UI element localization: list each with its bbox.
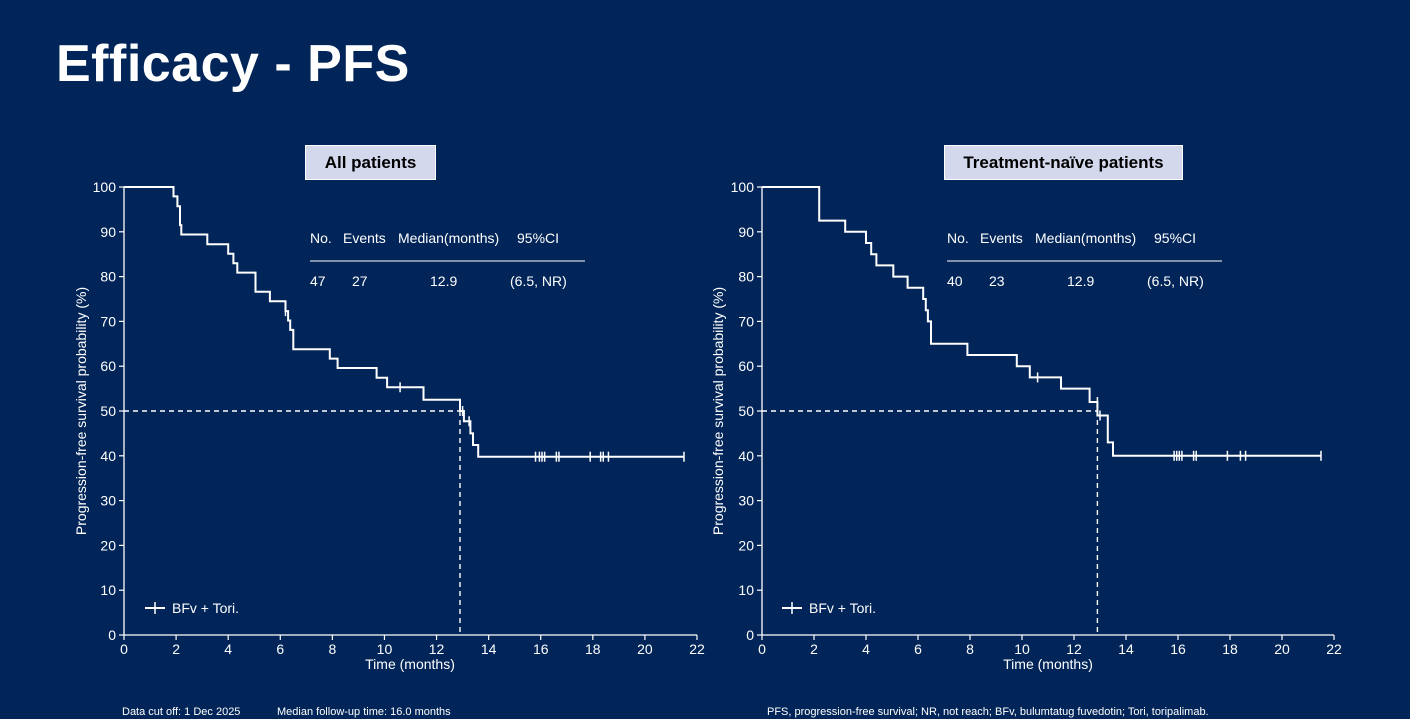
x-tick-label: 14: [1118, 641, 1134, 657]
table-value-median: 12.9: [430, 273, 457, 289]
y-tick-label: 80: [100, 269, 116, 285]
censor-marks: [284, 306, 685, 462]
panel-label-treatment-naive: Treatment-naïve patients: [944, 145, 1183, 180]
x-tick-label: 0: [758, 641, 766, 657]
y-tick-label: 0: [746, 627, 754, 643]
table-header-median: Median(months): [398, 230, 499, 246]
x-ticks: 0 2 4 6 8 10 12 14 16 18 20 22: [758, 635, 1342, 657]
x-tick-label: 10: [377, 641, 393, 657]
km-curve: [762, 186, 1321, 457]
table-header-ci: 95%CI: [1154, 230, 1196, 246]
x-tick-label: 0: [120, 641, 128, 657]
panel-label-all-patients: All patients: [305, 145, 436, 180]
table-value-median: 12.9: [1067, 273, 1094, 289]
x-axis-title: Time (months): [365, 656, 455, 672]
x-tick-label: 8: [328, 641, 336, 657]
y-axis-title: Progression-free survival probability (%…: [710, 287, 726, 535]
x-tick-label: 22: [1326, 641, 1342, 657]
x-tick-label: 18: [1222, 641, 1238, 657]
footnote-abbreviations: PFS, progression-free survival; NR, not …: [767, 706, 1209, 718]
x-tick-label: 2: [172, 641, 180, 657]
table-value-events: 23: [989, 273, 1005, 289]
table-header-ci: 95%CI: [517, 230, 559, 246]
y-axis-title: Progression-free survival probability (%…: [73, 287, 89, 535]
y-tick-label: 60: [738, 358, 754, 374]
x-tick-label: 16: [533, 641, 549, 657]
km-chart-treatment-naive: 0 10 20 30 40 50 60 70 80 90 100 0 2 4 6 8 10 12 14 16 18 20…: [710, 179, 1342, 672]
y-tick-label: 70: [738, 313, 754, 329]
y-tick-label: 90: [100, 224, 116, 240]
x-tick-label: 18: [585, 641, 601, 657]
x-tick-label: 12: [1066, 641, 1082, 657]
slide-title: Efficacy - PFS: [56, 35, 410, 93]
x-tick-label: 6: [914, 641, 922, 657]
y-tick-label: 50: [100, 403, 116, 419]
y-tick-label: 10: [738, 582, 754, 598]
y-tick-label: 10: [100, 582, 116, 598]
y-tick-label: 20: [100, 537, 116, 553]
x-tick-label: 8: [966, 641, 974, 657]
y-tick-label: 50: [738, 403, 754, 419]
y-tick-label: 0: [108, 627, 116, 643]
x-tick-label: 4: [862, 641, 870, 657]
x-tick-label: 20: [637, 641, 653, 657]
table-header-events: Events: [980, 230, 1023, 246]
x-axis-title: Time (months): [1003, 656, 1093, 672]
x-tick-label: 22: [689, 641, 705, 657]
x-tick-label: 4: [224, 641, 232, 657]
censor-marks: [1036, 372, 1322, 461]
y-tick-label: 100: [731, 179, 755, 195]
x-ticks: 0 2 4 6 8 10 12 14 16 18 20 22: [120, 635, 705, 657]
x-tick-label: 16: [1170, 641, 1186, 657]
table-header-no: No.: [947, 230, 969, 246]
km-curve: [124, 186, 684, 458]
x-tick-label: 2: [810, 641, 818, 657]
y-tick-label: 60: [100, 358, 116, 374]
table-value-ci: (6.5, NR): [510, 273, 567, 289]
x-tick-label: 20: [1274, 641, 1290, 657]
footnote-data-cutoff: Data cut off: 1 Dec 2025: [122, 706, 241, 718]
x-tick-label: 14: [481, 641, 497, 657]
y-ticks: 0 10 20 30 40 50 60 70 80 90 100: [731, 179, 762, 643]
table-header-median: Median(months): [1035, 230, 1136, 246]
x-tick-label: 6: [276, 641, 284, 657]
x-tick-label: 10: [1014, 641, 1030, 657]
y-tick-label: 70: [100, 313, 116, 329]
legend-label: BFv + Tori.: [809, 600, 876, 616]
y-ticks: 0 10 20 30 40 50 60 70 80 90 100: [93, 179, 124, 643]
table-value-ci: (6.5, NR): [1147, 273, 1204, 289]
table-value-events: 27: [352, 273, 368, 289]
legend-label: BFv + Tori.: [172, 600, 239, 616]
table-value-no: 40: [947, 273, 963, 289]
y-tick-label: 90: [738, 224, 754, 240]
table-header-events: Events: [343, 230, 386, 246]
footnote-follow-up: Median follow-up time: 16.0 months: [277, 706, 451, 718]
y-tick-label: 20: [738, 537, 754, 553]
y-tick-label: 40: [100, 448, 116, 464]
y-tick-label: 80: [738, 269, 754, 285]
table-header-no: No.: [310, 230, 332, 246]
y-tick-label: 40: [738, 448, 754, 464]
table-value-no: 47: [310, 273, 326, 289]
x-tick-label: 12: [429, 641, 445, 657]
y-tick-label: 30: [738, 493, 754, 509]
y-tick-label: 100: [93, 179, 117, 195]
y-tick-label: 30: [100, 493, 116, 509]
km-chart-all-patients: 0 10 20 30 40 50 60 70 80 90 100 0 2 4 6 8 10 12 14 16 18 20…: [73, 179, 705, 672]
